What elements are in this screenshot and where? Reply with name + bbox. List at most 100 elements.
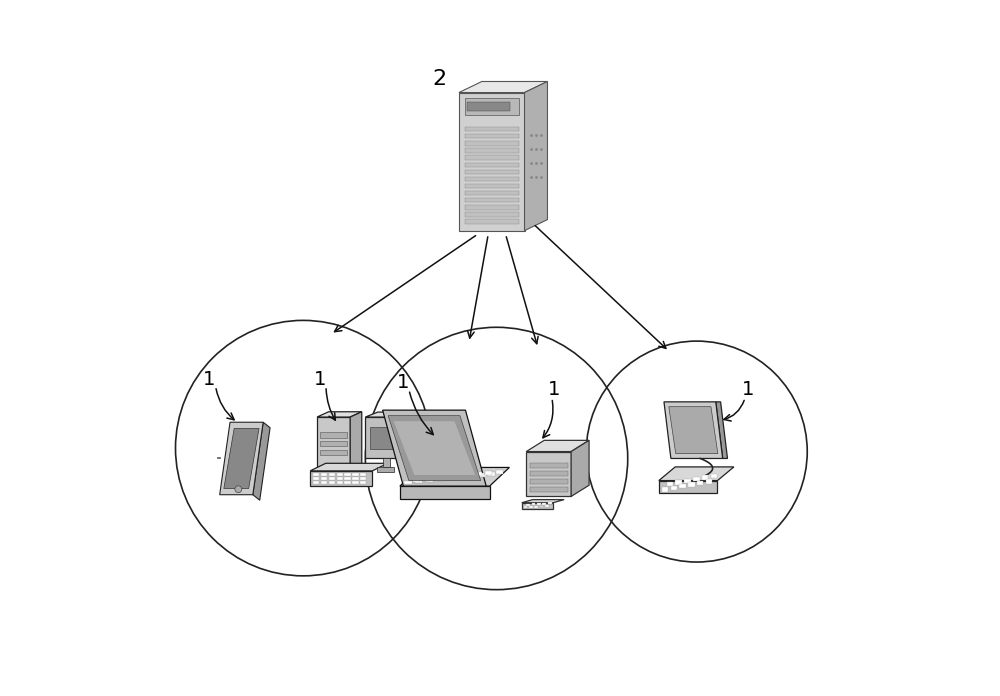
Text: 1: 1 (202, 370, 215, 388)
FancyBboxPatch shape (667, 482, 673, 487)
Text: 2: 2 (433, 69, 447, 88)
Polygon shape (522, 500, 564, 503)
FancyBboxPatch shape (426, 479, 433, 482)
FancyBboxPatch shape (344, 481, 351, 484)
FancyBboxPatch shape (475, 473, 482, 475)
FancyBboxPatch shape (468, 475, 475, 478)
Polygon shape (220, 422, 263, 495)
Polygon shape (253, 422, 270, 500)
Polygon shape (716, 402, 728, 459)
Polygon shape (522, 503, 553, 509)
FancyBboxPatch shape (485, 471, 492, 475)
FancyBboxPatch shape (465, 163, 519, 167)
Polygon shape (659, 467, 734, 480)
Polygon shape (571, 441, 589, 496)
FancyBboxPatch shape (458, 476, 465, 480)
FancyBboxPatch shape (344, 477, 351, 480)
FancyBboxPatch shape (352, 473, 359, 476)
FancyBboxPatch shape (421, 477, 429, 480)
Polygon shape (659, 480, 717, 493)
FancyBboxPatch shape (320, 432, 347, 438)
Polygon shape (317, 412, 362, 417)
Polygon shape (350, 412, 362, 476)
FancyBboxPatch shape (383, 459, 390, 467)
FancyBboxPatch shape (377, 467, 394, 473)
FancyBboxPatch shape (360, 473, 366, 476)
FancyBboxPatch shape (465, 141, 519, 145)
FancyBboxPatch shape (337, 481, 343, 484)
Polygon shape (365, 412, 419, 417)
Polygon shape (669, 406, 718, 454)
FancyBboxPatch shape (702, 475, 708, 480)
Polygon shape (525, 81, 547, 230)
FancyBboxPatch shape (465, 134, 519, 139)
FancyBboxPatch shape (711, 473, 717, 478)
FancyBboxPatch shape (524, 507, 527, 508)
FancyBboxPatch shape (487, 473, 495, 475)
Text: 1: 1 (314, 370, 327, 388)
FancyBboxPatch shape (526, 504, 530, 505)
Text: 1: 1 (548, 380, 560, 399)
FancyBboxPatch shape (465, 170, 519, 174)
Circle shape (235, 486, 242, 493)
FancyBboxPatch shape (675, 480, 682, 484)
FancyBboxPatch shape (455, 475, 463, 478)
FancyBboxPatch shape (465, 191, 519, 196)
FancyBboxPatch shape (453, 474, 461, 477)
FancyBboxPatch shape (313, 481, 319, 484)
FancyBboxPatch shape (465, 177, 519, 181)
FancyBboxPatch shape (329, 473, 335, 476)
FancyBboxPatch shape (467, 102, 510, 111)
Polygon shape (400, 486, 490, 498)
FancyBboxPatch shape (465, 219, 519, 223)
FancyBboxPatch shape (424, 478, 431, 481)
FancyBboxPatch shape (352, 477, 359, 480)
FancyBboxPatch shape (404, 481, 412, 484)
Polygon shape (317, 417, 350, 476)
FancyBboxPatch shape (477, 473, 484, 477)
FancyBboxPatch shape (320, 441, 347, 446)
FancyBboxPatch shape (684, 479, 691, 483)
Polygon shape (400, 468, 509, 486)
FancyBboxPatch shape (344, 473, 351, 476)
FancyBboxPatch shape (537, 503, 541, 505)
FancyBboxPatch shape (465, 205, 519, 209)
Polygon shape (664, 402, 723, 459)
FancyBboxPatch shape (413, 479, 420, 482)
FancyBboxPatch shape (545, 505, 549, 507)
FancyBboxPatch shape (529, 506, 533, 508)
Polygon shape (394, 421, 475, 475)
FancyBboxPatch shape (679, 484, 686, 489)
FancyBboxPatch shape (465, 198, 519, 203)
FancyBboxPatch shape (530, 480, 568, 484)
FancyBboxPatch shape (542, 503, 546, 505)
FancyBboxPatch shape (443, 475, 450, 478)
FancyBboxPatch shape (662, 487, 668, 492)
FancyBboxPatch shape (530, 464, 568, 468)
FancyBboxPatch shape (337, 477, 343, 480)
FancyBboxPatch shape (447, 477, 454, 480)
FancyBboxPatch shape (693, 477, 700, 481)
FancyBboxPatch shape (465, 155, 519, 160)
Polygon shape (526, 441, 589, 452)
FancyBboxPatch shape (540, 505, 543, 507)
FancyBboxPatch shape (706, 480, 712, 484)
Polygon shape (383, 410, 486, 486)
Polygon shape (365, 417, 407, 459)
FancyBboxPatch shape (321, 481, 327, 484)
Polygon shape (407, 412, 419, 459)
FancyBboxPatch shape (534, 506, 538, 508)
FancyBboxPatch shape (465, 184, 519, 188)
FancyBboxPatch shape (360, 481, 366, 484)
FancyBboxPatch shape (352, 481, 359, 484)
FancyBboxPatch shape (459, 93, 525, 230)
FancyBboxPatch shape (688, 482, 695, 487)
FancyBboxPatch shape (548, 503, 552, 505)
FancyBboxPatch shape (313, 477, 319, 480)
Text: 1: 1 (742, 380, 755, 399)
FancyBboxPatch shape (479, 474, 486, 477)
FancyBboxPatch shape (432, 476, 439, 480)
FancyBboxPatch shape (671, 486, 677, 490)
FancyBboxPatch shape (329, 481, 335, 484)
FancyBboxPatch shape (320, 450, 347, 455)
